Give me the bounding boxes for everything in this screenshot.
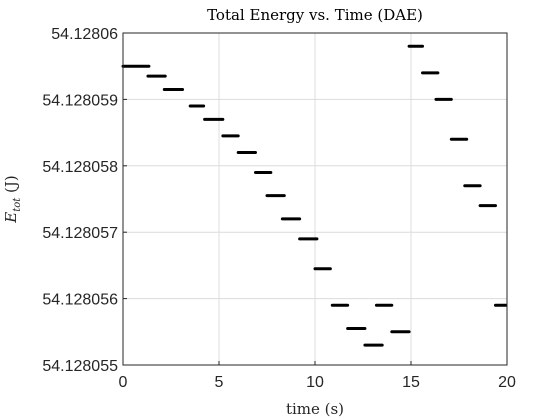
y-tick-label: 54.128055 bbox=[42, 358, 118, 375]
y-tick-label: 54.12806 bbox=[51, 26, 118, 43]
y-tick-label: 54.128056 bbox=[42, 292, 118, 309]
data-markers bbox=[121, 44, 508, 347]
y-axis-label-unit: (J) bbox=[2, 175, 20, 198]
axis-ticks: 0 5 10 15 20 54.128055 54.128056 54.128057 54.12… bbox=[42, 26, 516, 391]
y-tick-label: 54.128058 bbox=[42, 159, 118, 176]
x-tick-label: 20 bbox=[498, 374, 516, 391]
x-axis-label: time (s) bbox=[286, 400, 344, 418]
grid bbox=[123, 33, 507, 365]
chart-title: Total Energy vs. Time (DAE) bbox=[207, 6, 423, 24]
x-tick-label: 5 bbox=[215, 374, 224, 391]
y-tick-label: 54.128057 bbox=[42, 225, 118, 242]
y-axis-label-symbol: E bbox=[2, 212, 20, 224]
y-axis-label: Etot (J) bbox=[2, 175, 23, 224]
y-tick-label: 54.128059 bbox=[42, 92, 118, 109]
y-axis-label-subscript: tot bbox=[12, 197, 23, 212]
x-tick-label: 15 bbox=[402, 374, 420, 391]
x-tick-label: 10 bbox=[306, 374, 324, 391]
x-tick-label: 0 bbox=[119, 374, 128, 391]
